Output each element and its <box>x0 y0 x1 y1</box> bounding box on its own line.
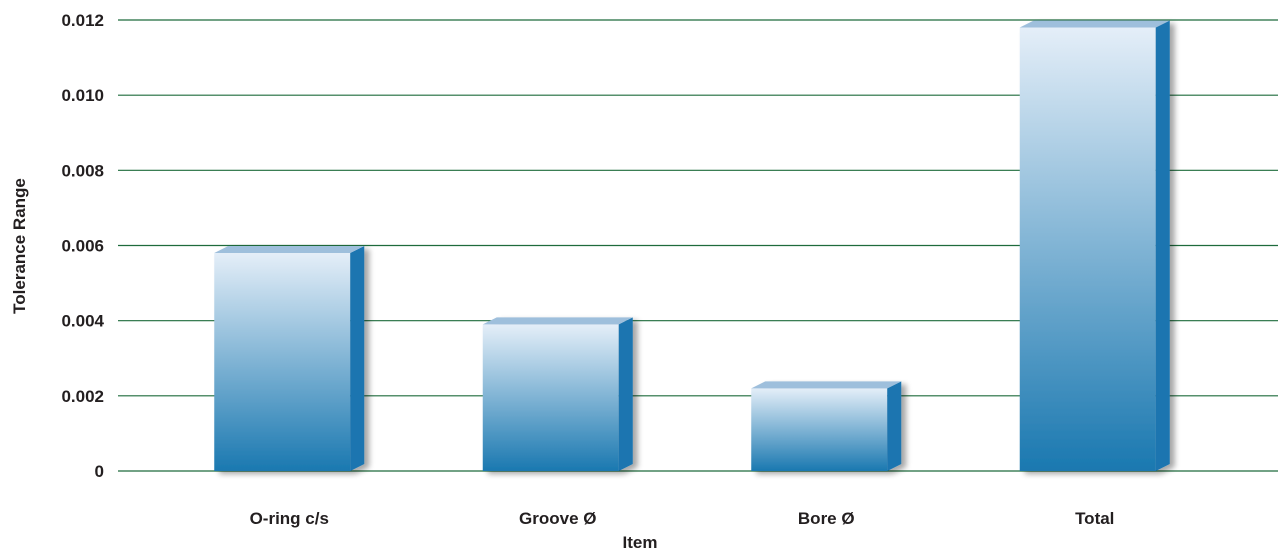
bar <box>1019 20 1170 472</box>
bar-top <box>214 246 365 254</box>
bars <box>214 20 1170 472</box>
bar-side <box>887 381 902 471</box>
bar-top <box>1019 20 1170 28</box>
x-axis-categories: O-ring c/s Groove Ø Bore Ø Total <box>250 509 1115 528</box>
bar-front <box>214 253 351 471</box>
y-axis-title: Tolerance Range <box>10 178 29 314</box>
bar-top <box>751 381 902 389</box>
x-axis-title: Item <box>623 533 658 552</box>
bar-front <box>751 388 888 471</box>
bar-side <box>1155 20 1170 472</box>
y-axis-ticks: 0 0.002 0.004 0.006 0.008 0.010 0.012 <box>61 11 104 481</box>
bar-top <box>482 317 633 325</box>
bar-side <box>618 317 633 471</box>
bar-front <box>482 324 619 471</box>
x-category-label: Groove Ø <box>519 509 596 528</box>
x-category-label: Total <box>1075 509 1114 528</box>
y-tick-label: 0.006 <box>61 237 104 256</box>
bar <box>214 246 365 471</box>
bar <box>751 381 902 471</box>
y-tick-label: 0.002 <box>61 387 104 406</box>
y-tick-label: 0.010 <box>61 86 104 105</box>
y-tick-label: 0 <box>95 462 104 481</box>
bar-side <box>350 246 365 471</box>
bar-front <box>1019 27 1156 472</box>
x-category-label: O-ring c/s <box>250 509 329 528</box>
y-tick-label: 0.012 <box>61 11 104 30</box>
y-tick-label: 0.008 <box>61 161 104 180</box>
bar <box>482 317 633 471</box>
y-tick-label: 0.004 <box>61 312 104 331</box>
x-category-label: Bore Ø <box>798 509 855 528</box>
